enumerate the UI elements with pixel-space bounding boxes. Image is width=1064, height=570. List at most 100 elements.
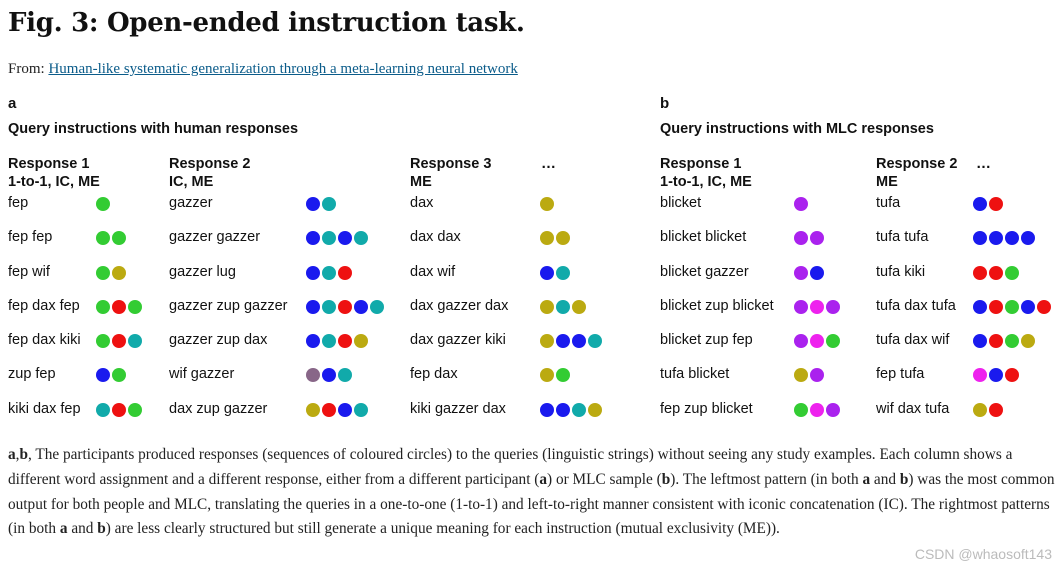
- response-dots: [96, 197, 110, 211]
- panel-ref: b: [97, 520, 106, 538]
- panel-heading: Query instructions with human responses: [8, 121, 299, 137]
- article-link[interactable]: Human-like systematic generalization thr…: [48, 61, 518, 77]
- query-row: tufa tufa: [876, 229, 1035, 263]
- query-row: gazzer gazzer: [169, 229, 368, 263]
- response-dots: [540, 334, 602, 349]
- panel-ref: b: [899, 470, 909, 488]
- purple-circle: [826, 299, 840, 314]
- panel-letter-b: b: [660, 95, 670, 112]
- query-row: fep dax kiki: [8, 332, 142, 366]
- query-row: gazzer lug: [169, 264, 352, 298]
- column-header: Response 1 1-to-1, IC, ME: [8, 155, 100, 195]
- response-column: Response 2 ME tufa tufa tufa tufa kiki tufa d…: [876, 155, 1051, 435]
- response-dots: [794, 402, 840, 417]
- teal-circle: [370, 299, 384, 314]
- query-text: fep wif: [8, 263, 50, 280]
- response-dots: [540, 299, 586, 314]
- response-dots: [540, 197, 554, 211]
- from-line: From: Human-like systematic generalizati…: [8, 61, 518, 78]
- response-dots: [306, 231, 368, 246]
- query-text: blicket zup fep: [660, 332, 753, 349]
- response-dots: [540, 265, 570, 280]
- query-row: dax dax: [410, 229, 570, 263]
- blue-circle: [1005, 231, 1019, 246]
- more-columns-ellipsis: …: [976, 155, 991, 172]
- teal-circle: [588, 334, 602, 349]
- blue-circle: [338, 231, 352, 246]
- panel-ref: b: [19, 446, 28, 463]
- query-row: fep dax: [410, 366, 570, 400]
- olive-circle: [540, 197, 554, 211]
- column-header-subtitle: IC, ME: [169, 174, 214, 190]
- column-header: Response 3 ME: [410, 155, 491, 195]
- column-header-title: Response 1: [660, 156, 742, 172]
- query-row: fep fep: [8, 229, 126, 263]
- response-column: Response 3 ME dax dax dax dax wif dax gazzer …: [410, 155, 602, 435]
- query-text: gazzer: [169, 195, 213, 211]
- teal-circle: [338, 368, 352, 383]
- response-dots: [794, 368, 824, 383]
- query-row: dax: [410, 195, 554, 229]
- panel-ref: a: [862, 470, 871, 488]
- green-circle: [128, 299, 142, 314]
- red-circle: [989, 402, 1003, 417]
- green-circle: [112, 368, 126, 383]
- red-circle: [973, 265, 987, 280]
- blue-circle: [973, 197, 987, 211]
- caption-text: ) are less clearly structured but still …: [105, 520, 780, 538]
- red-circle: [112, 402, 126, 417]
- teal-circle: [322, 334, 336, 349]
- blue-circle: [810, 265, 824, 280]
- blue-circle: [354, 299, 368, 314]
- blue-circle: [306, 299, 320, 314]
- query-text: blicket gazzer: [660, 263, 749, 280]
- response-dots: [973, 334, 1035, 349]
- response-dots: [306, 197, 336, 211]
- teal-circle: [322, 265, 336, 280]
- blue-circle: [338, 402, 352, 417]
- response-dots: [306, 265, 352, 280]
- teal-circle: [354, 402, 368, 417]
- red-circle: [989, 197, 1003, 211]
- olive-circle: [112, 265, 126, 280]
- response-dots: [306, 299, 384, 314]
- teal-circle: [556, 265, 570, 280]
- blue-circle: [556, 334, 570, 349]
- query-row: blicket zup blicket: [660, 298, 840, 332]
- response-dots: [96, 368, 126, 383]
- column-header: Response 2 IC, ME: [169, 155, 250, 195]
- caption-text: and: [67, 520, 98, 538]
- red-circle: [989, 265, 1003, 280]
- blue-circle: [96, 368, 110, 383]
- response-dots: [973, 402, 1003, 417]
- response-dots: [794, 299, 840, 314]
- magenta-circle: [810, 299, 824, 314]
- teal-circle: [322, 231, 336, 246]
- green-circle: [1005, 299, 1019, 314]
- caption-text: , The participants produced responses (s…: [8, 446, 1013, 488]
- query-text: dax zup gazzer: [169, 400, 268, 417]
- query-text: blicket blicket: [660, 229, 747, 246]
- response-dots: [96, 299, 142, 314]
- blue-circle: [572, 334, 586, 349]
- red-circle: [1037, 299, 1051, 314]
- purple-circle: [794, 265, 808, 280]
- caption-text: ,: [15, 446, 20, 463]
- query-row: kiki dax fep: [8, 401, 142, 435]
- olive-circle: [588, 402, 602, 417]
- query-text: dax gazzer kiki: [410, 332, 506, 349]
- response-dots: [306, 402, 368, 417]
- query-text: fep tufa: [876, 366, 925, 383]
- caption-text: ). The leftmost pattern (in both: [670, 470, 863, 488]
- green-circle: [96, 231, 110, 246]
- query-text: tufa dax tufa: [876, 297, 956, 314]
- response-dots: [306, 334, 368, 349]
- blue-circle: [989, 368, 1003, 383]
- red-circle: [338, 299, 352, 314]
- column-header: Response 1 1-to-1, IC, ME: [660, 155, 752, 195]
- purple-circle: [794, 299, 808, 314]
- column-header-title: Response 3: [410, 156, 492, 172]
- column-header: Response 2 ME: [876, 155, 957, 195]
- query-text: kiki gazzer dax: [410, 400, 506, 417]
- green-circle: [826, 334, 840, 349]
